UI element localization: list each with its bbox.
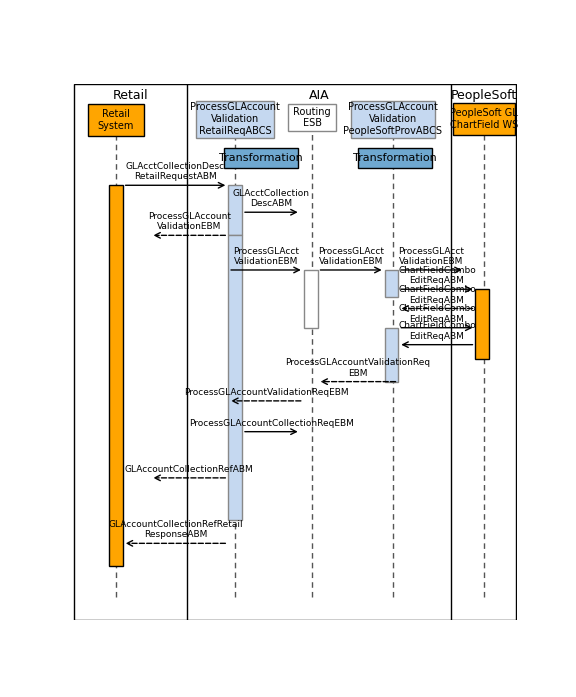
Text: Transformation: Transformation	[219, 153, 302, 162]
Bar	[351, 100, 434, 137]
Text: PeopleSoft
FMS: PeopleSoft FMS	[451, 89, 517, 117]
Bar	[475, 289, 489, 358]
Text: ProcessGLAccount
Validation
RetailReqABCS: ProcessGLAccount Validation RetailReqABC…	[190, 102, 280, 136]
Text: Transformation: Transformation	[354, 153, 437, 162]
Text: ProcessGLAcct
ValidationEBM: ProcessGLAcct ValidationEBM	[318, 247, 384, 266]
Text: GLAcctCollection
DescABM: GLAcctCollection DescABM	[233, 189, 310, 208]
Text: GLAccountCollectionRefRetail
ResponseABM: GLAccountCollectionRefRetail ResponseABM	[108, 520, 242, 539]
Bar	[109, 185, 123, 567]
Text: Retail
System: Retail System	[97, 109, 134, 130]
Text: PeopleSoft GL
ChartField WS: PeopleSoft GL ChartField WS	[450, 108, 518, 130]
Bar	[88, 104, 143, 136]
Bar	[228, 236, 242, 520]
Text: Routing
ESB: Routing ESB	[293, 107, 331, 128]
Text: Retail: Retail	[112, 89, 148, 102]
Text: ProcessGLAccountValidationReq
EBM: ProcessGLAccountValidationReq EBM	[285, 358, 430, 378]
Bar	[288, 104, 336, 131]
Text: ProcessGLAccountValidationReqEBM: ProcessGLAccountValidationReqEBM	[184, 388, 348, 397]
Bar	[453, 103, 514, 135]
Bar	[304, 270, 317, 328]
Text: ChartFieldCombo
EditReqABM: ChartFieldCombo EditReqABM	[398, 305, 476, 324]
Text: ChartFieldCombo
EditReqABM: ChartFieldCombo EditReqABM	[398, 285, 476, 305]
Text: AIA: AIA	[309, 89, 329, 102]
Text: GLAccountCollectionRefABM: GLAccountCollectionRefABM	[125, 465, 253, 474]
Bar	[228, 185, 242, 236]
Text: ProcessGLAccount
ValidationEBM: ProcessGLAccount ValidationEBM	[148, 212, 231, 231]
Bar	[358, 148, 432, 167]
Text: ProcessGLAcct
ValidationEBM: ProcessGLAcct ValidationEBM	[233, 247, 299, 266]
Text: ProcessGLAcct
ValidationEBM: ProcessGLAcct ValidationEBM	[399, 247, 464, 266]
Text: ChartFieldCombo
EditReqABM: ChartFieldCombo EditReqABM	[398, 266, 476, 285]
Bar	[385, 270, 399, 297]
Text: ProcessGLAccountCollectionReqEBM: ProcessGLAccountCollectionReqEBM	[189, 419, 354, 428]
Text: ProcessGLAccount
Validation
PeopleSoftProvABCS: ProcessGLAccount Validation PeopleSoftPr…	[343, 102, 442, 136]
Text: ChartFieldCombo
EditReqABM: ChartFieldCombo EditReqABM	[398, 321, 476, 341]
Bar	[223, 148, 298, 167]
Bar	[385, 328, 399, 382]
Text: GLAcctCollectionDesc
RetailRequestABM: GLAcctCollectionDesc RetailRequestABM	[126, 162, 225, 181]
Bar	[196, 100, 274, 137]
